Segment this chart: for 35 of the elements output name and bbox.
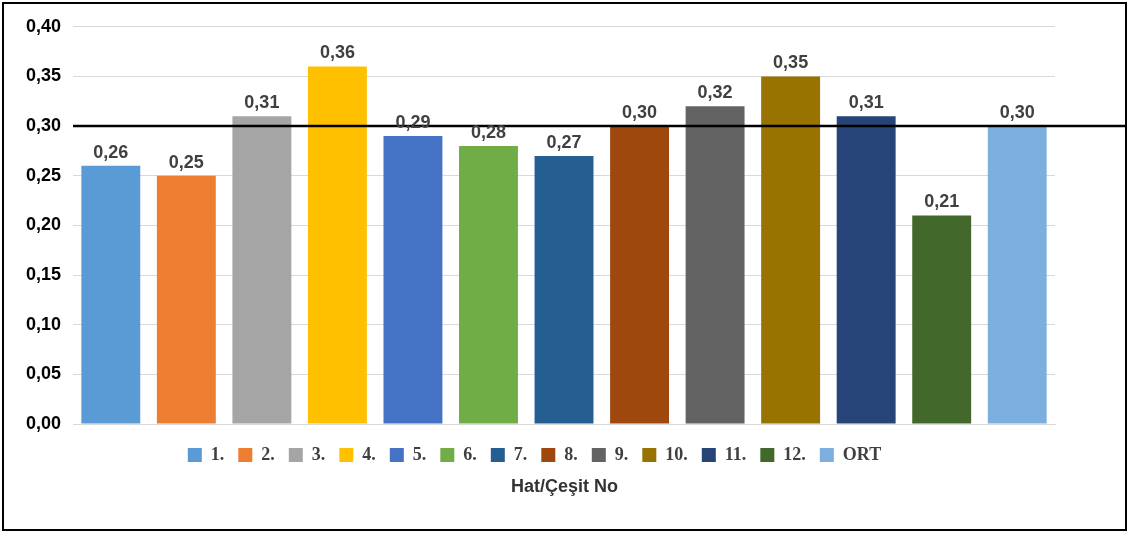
legend-label: 1.: [210, 443, 225, 464]
y-tick-label: 0,20: [25, 214, 62, 235]
x-axis-title: Hat/Çeşit No: [510, 476, 619, 497]
legend-label: 12.: [783, 443, 806, 464]
data-label: 0,31: [244, 92, 280, 113]
y-tick-label: 0,00: [25, 412, 62, 433]
data-label: 0,35: [773, 52, 809, 73]
data-label: 0,27: [546, 131, 582, 152]
legend-label: 3.: [311, 443, 326, 464]
y-tick-label: 0,10: [25, 313, 62, 334]
legend-label: 10.: [665, 443, 688, 464]
legend-label: 6.: [463, 443, 477, 464]
legend-label: ORT: [842, 443, 882, 464]
legend-label: 4.: [362, 443, 376, 464]
data-label: 0,25: [168, 151, 204, 172]
legend-label: 2.: [261, 443, 275, 464]
y-tick-label: 0,05: [25, 363, 62, 384]
legend-label: 9.: [614, 443, 629, 464]
y-tick-label: 0,35: [25, 65, 62, 86]
y-tick-label: 0,15: [25, 264, 62, 285]
y-tick-label: 0,25: [25, 164, 62, 185]
data-label: 0,21: [924, 191, 960, 212]
data-label: 0,28: [470, 121, 506, 142]
y-tick-label: 0,30: [25, 115, 62, 136]
legend-label: 11.: [724, 443, 747, 464]
data-label: 0,30: [999, 102, 1035, 123]
legend-label: 5.: [412, 443, 427, 464]
data-label: 0,32: [697, 82, 733, 103]
legend-label: 8.: [564, 443, 578, 464]
y-tick-label: 0,40: [25, 15, 62, 36]
data-label: 0,36: [319, 42, 355, 63]
data-label: 0,30: [622, 102, 658, 123]
data-label: 0,26: [93, 141, 129, 162]
data-label: 0,31: [848, 92, 884, 113]
legend-label: 7.: [513, 443, 528, 464]
